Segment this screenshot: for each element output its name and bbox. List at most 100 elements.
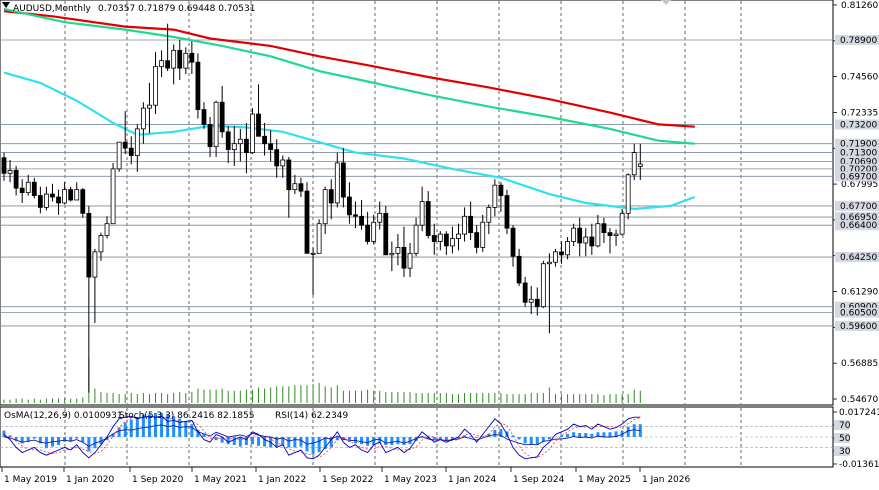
osma-label: OsMA(12,26,9) 0.0100931 <box>4 411 123 421</box>
level-price-labels: 0.78900 0.73200 0.719000.713000.706900.702… <box>835 34 879 332</box>
candle-bear <box>128 147 134 156</box>
candle-bull <box>547 261 552 265</box>
level-label-bg <box>835 320 879 331</box>
main-chart-area[interactable] <box>0 0 834 406</box>
indicator-tick-label: 30 <box>839 447 851 457</box>
candle-bear <box>353 214 358 217</box>
candle-bear <box>1 157 7 174</box>
candle-bear <box>86 212 92 278</box>
candle-bull <box>419 201 425 226</box>
candle-bear <box>50 193 55 198</box>
candle-bull <box>389 252 395 256</box>
candle-bull <box>395 247 401 254</box>
candle-bull <box>583 236 589 244</box>
candle-bull <box>280 159 286 167</box>
candle-bear <box>225 131 231 151</box>
ma-cyan-line <box>3 71 696 211</box>
candle-bear <box>504 195 510 229</box>
level-label: 0.73200 <box>840 120 877 130</box>
candle-bull <box>25 181 31 193</box>
price-tick-label: 0.81260 <box>841 1 878 11</box>
symbol-title: AUDUSD,Monthly <box>13 4 91 14</box>
candle-bull <box>92 251 98 278</box>
candle-bull <box>237 138 243 145</box>
candle-bull <box>250 113 255 153</box>
candle-bear <box>243 138 249 153</box>
price-tick-label: 0.54670 <box>841 395 878 405</box>
candle-bull <box>74 189 80 201</box>
candle-bull <box>595 223 601 247</box>
time-tick-label: 1 Sep 2020 <box>132 475 184 485</box>
level-label-bg <box>835 212 879 223</box>
candle-bull <box>134 128 140 156</box>
candle-bull <box>540 263 546 308</box>
candle-bull <box>565 241 570 256</box>
level-label-bg <box>835 119 879 130</box>
stoch-main-line <box>3 415 641 460</box>
level-label-bg <box>835 147 879 158</box>
candle-bull <box>637 163 643 167</box>
time-tick-label: 1 May 2021 <box>194 475 247 485</box>
candle-bear <box>286 159 292 191</box>
candle-bull <box>292 183 298 191</box>
indicator-axis: 0.0172414 70 50 30 -0.0136150 <box>833 408 879 470</box>
candle-bull <box>183 52 189 69</box>
level-label: 0.71300 <box>840 149 877 159</box>
candle-bull <box>116 141 122 170</box>
candle-bull <box>437 233 443 242</box>
candle-bear <box>498 184 504 196</box>
time-tick-label: 1 Jan 2024 <box>448 475 496 485</box>
candle-bull <box>480 221 486 248</box>
indicator-tick-bg <box>834 446 850 456</box>
candle-bear <box>122 141 128 149</box>
ma-green-line <box>3 7 695 145</box>
candle-bear <box>268 143 274 151</box>
ohlc-values: 0.70357 0.71879 0.69448 0.70531 <box>98 4 255 14</box>
level-label: 0.70690 <box>840 158 877 168</box>
level-label: 0.70200 <box>840 165 877 175</box>
candle-bear <box>298 183 304 192</box>
level-label: 0.78900 <box>840 36 877 46</box>
candle-bull <box>110 168 116 225</box>
candle-bull <box>7 169 13 174</box>
candle-bear <box>262 135 267 145</box>
time-tick-label: 1 Jan 2026 <box>642 475 690 485</box>
level-label: 0.59600 <box>840 322 877 332</box>
rsi-label: RSI(14) 62.2349 <box>275 411 348 421</box>
candle-bear <box>534 298 540 308</box>
level-label-bg <box>835 163 879 174</box>
candle-bull <box>310 252 316 255</box>
price-tick-label: 0.67995 <box>841 180 878 190</box>
candle-bear <box>347 196 352 216</box>
candle-bear <box>425 201 431 236</box>
collapse-arrow-icon[interactable] <box>2 2 10 8</box>
time-tick-label: 1 Sep 2022 <box>322 475 373 485</box>
candle-bull <box>159 60 164 68</box>
ma-red-line <box>3 10 695 128</box>
time-tick-label: 1 Jan 2022 <box>258 475 306 485</box>
candle-bull <box>528 298 534 303</box>
scroll-indicator-icon[interactable] <box>661 0 671 5</box>
candle-bear <box>340 162 346 198</box>
candle-bull <box>571 227 577 242</box>
indicator-tick-label: -0.0136150 <box>839 460 879 470</box>
level-label-bg <box>835 34 879 45</box>
candle-bear <box>431 235 437 242</box>
level-label-bg <box>835 307 879 318</box>
time-tick-label: 1 May 2025 <box>578 475 631 485</box>
indicator-tick-bg <box>834 433 850 443</box>
level-label: 0.64250 <box>840 253 877 263</box>
price-tick-label: 0.56885 <box>841 359 878 369</box>
level-label-bg <box>835 171 879 182</box>
level-label: 0.67700 <box>840 202 877 212</box>
vertical-grid <box>64 1 742 466</box>
price-tick-label: 0.74560 <box>841 73 878 83</box>
indicator-tick-label: 0.0172414 <box>839 408 879 418</box>
level-label-bg <box>835 301 879 312</box>
candle-bear <box>559 251 564 256</box>
time-tick-label: 1 May 2023 <box>384 475 437 485</box>
candle-bear <box>165 60 171 69</box>
level-label: 0.69700 <box>840 172 877 182</box>
candle-bull <box>619 212 625 235</box>
